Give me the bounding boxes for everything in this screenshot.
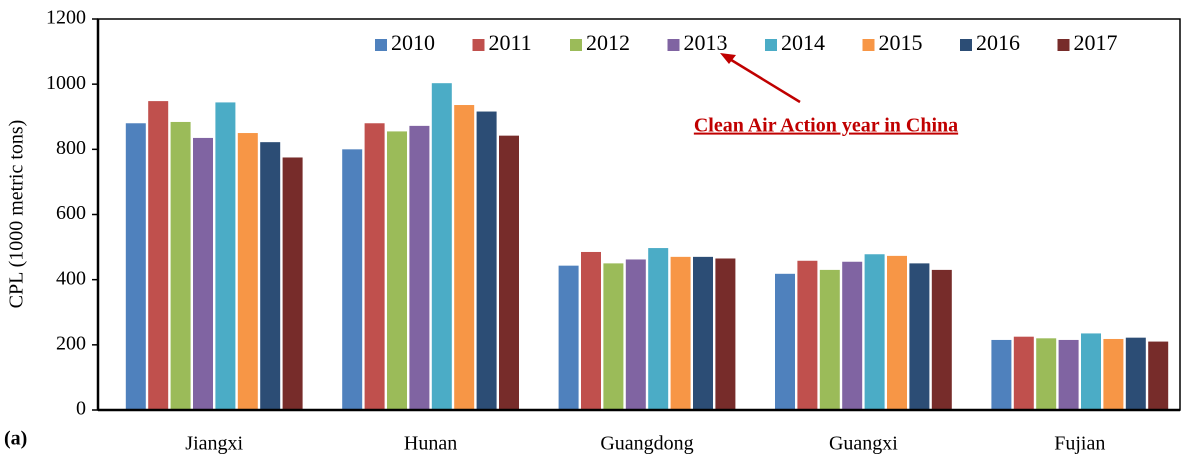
bar (454, 105, 475, 411)
bar (648, 248, 669, 410)
bar (237, 133, 258, 410)
bar (581, 251, 601, 410)
y-tick-label: 1000 (46, 72, 86, 94)
legend-swatch (375, 39, 387, 51)
bar (364, 123, 385, 411)
annotation: Clean Air Action year in China (694, 115, 958, 137)
legend-label: 2011 (489, 30, 532, 55)
bar (387, 131, 407, 410)
bar (909, 263, 930, 410)
legend-label: 2013 (684, 30, 728, 55)
bar (431, 83, 452, 411)
legend-label: 2015 (879, 30, 923, 55)
x-tick-label: Fujian (1054, 433, 1105, 455)
bar (282, 157, 303, 410)
x-tick-label: Guangdong (600, 433, 693, 455)
arrow-head (720, 53, 736, 64)
bar (603, 263, 624, 410)
legend-swatch (1057, 39, 1070, 51)
legend-swatch (667, 39, 680, 51)
bar (819, 269, 840, 410)
bar (864, 254, 885, 410)
y-axis-label: CPL (1000 metric tons) (6, 120, 28, 309)
legend-swatch (765, 39, 777, 51)
x-tick-label: Guangxi (829, 433, 898, 455)
bar (1081, 333, 1101, 410)
bar (1058, 339, 1079, 410)
bar (1103, 338, 1124, 410)
y-tick-label: 800 (56, 137, 86, 159)
bar (148, 101, 169, 411)
panel-label: (a) (4, 428, 27, 450)
y-tick-label: 0 (76, 398, 86, 420)
bar (558, 265, 579, 410)
bar (625, 259, 646, 410)
legend-label: 2017 (1074, 30, 1118, 55)
bar (887, 255, 907, 410)
legend-label: 2016 (976, 30, 1020, 55)
bar (193, 137, 213, 410)
x-tick-label: Hunan (404, 433, 457, 455)
legend-swatch (570, 39, 582, 51)
bar (991, 339, 1012, 410)
legend-label: 2012 (586, 30, 630, 55)
legend-swatch (472, 39, 485, 51)
bar (670, 256, 691, 410)
bar (170, 121, 191, 411)
bar (775, 273, 795, 410)
bar (931, 269, 952, 410)
bar (342, 149, 363, 411)
y-tick-label: 600 (56, 202, 86, 224)
x-tick-label: Jiangxi (185, 433, 243, 455)
bar (842, 261, 863, 410)
bar (409, 125, 430, 410)
bar (260, 142, 281, 411)
bar (1036, 338, 1057, 410)
legend-label: 2014 (781, 30, 825, 55)
annotation-arrow (727, 56, 801, 104)
bar (715, 258, 736, 410)
y-tick-label: 1200 (46, 7, 86, 29)
bar (1013, 336, 1034, 410)
bar (215, 102, 236, 410)
legend-label: 2010 (391, 30, 435, 55)
bar (1125, 337, 1146, 410)
y-tick-label: 400 (56, 267, 86, 289)
bar (476, 111, 497, 410)
bar (1148, 341, 1169, 410)
bar (125, 123, 146, 411)
legend-swatch (960, 39, 972, 51)
bar (499, 135, 519, 411)
bar (797, 260, 818, 410)
legend-swatch (862, 39, 875, 51)
y-tick-label: 200 (56, 332, 86, 354)
bar (693, 256, 713, 410)
